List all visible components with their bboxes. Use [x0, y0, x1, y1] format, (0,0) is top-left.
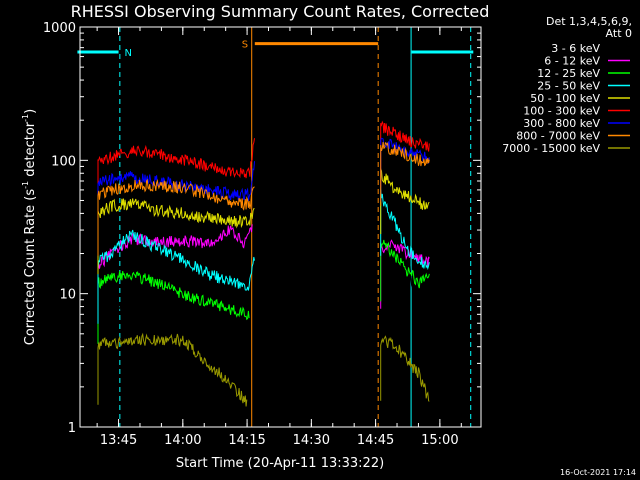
legend-label-8: 800 - 7000 keV — [516, 130, 600, 143]
series-1 — [97, 248, 430, 405]
series-line-segment — [97, 332, 248, 407]
flag-label-n: N — [125, 48, 132, 59]
series-4 — [97, 189, 430, 324]
legend-label-4: 25 - 50 keV — [537, 80, 600, 93]
series-9 — [97, 332, 430, 407]
series-line-segment — [97, 138, 255, 225]
chart-title: RHESSI Observing Summary Count Rates, Co… — [71, 2, 490, 21]
y-axis-title: Corrected Count Rate (s-1 detector-1) — [21, 109, 38, 345]
series-line-segment — [97, 178, 255, 256]
plot-content: NS — [77, 27, 474, 427]
x-tick-label: 14:30 — [293, 433, 330, 448]
series-3 — [97, 239, 430, 344]
flag-label-s: S — [242, 40, 248, 51]
x-tick-label: 14:45 — [357, 433, 394, 448]
legend-header-line-1: Det 1,3,4,5,6,9, — [546, 15, 632, 28]
series-line-segment — [97, 229, 255, 324]
series-5 — [97, 168, 430, 275]
legend-label-7: 300 - 800 keV — [523, 117, 600, 130]
plot-frame — [79, 26, 482, 428]
x-axis: 13:45 14:00 14:15 14:30 14:45 15:00 — [96, 27, 462, 448]
legend-label-2: 6 - 12 keV — [544, 55, 600, 68]
y-axis: 1 10 100 1000 — [43, 21, 481, 436]
x-axis-title: Start Time (20-Apr-11 13:33:22) — [176, 456, 384, 471]
x-tick-label: 14:15 — [228, 433, 265, 448]
legend-label-9: 7000 - 15000 keV — [502, 142, 600, 155]
x-tick-label: 13:45 — [100, 433, 137, 448]
series-line-segment — [97, 275, 250, 405]
series-line-segment — [380, 120, 430, 188]
series-8 — [97, 141, 430, 256]
series-line-segment — [380, 239, 430, 309]
legend-label-1: 3 - 6 keV — [551, 42, 600, 55]
x-tick-label: 15:00 — [421, 433, 458, 448]
series-line-segment — [97, 198, 255, 275]
legend-label-3: 12 - 25 keV — [537, 67, 600, 80]
legend-label-5: 50 - 100 keV — [530, 92, 600, 105]
series-line-segment — [380, 141, 430, 206]
y-tick-label: 10 — [59, 288, 76, 303]
series-6 — [97, 120, 430, 225]
y-tick-label: 1 — [68, 421, 76, 436]
series-line-segment — [380, 248, 430, 344]
legend-header-line-2: Att 0 — [606, 27, 632, 40]
series-line-segment — [380, 335, 430, 402]
series-line-segment — [380, 239, 430, 302]
series-line-segment — [380, 189, 430, 271]
series-line-segment — [380, 168, 430, 234]
generated-timestamp: 16-Oct-2021 17:14 — [560, 468, 636, 477]
y-tick-label: 100 — [51, 154, 76, 169]
series-line-segment — [97, 271, 250, 344]
legend-label-6: 100 - 300 keV — [523, 105, 600, 118]
x-tick-label: 14:00 — [164, 433, 201, 448]
y-tick-label: 1000 — [43, 21, 76, 36]
